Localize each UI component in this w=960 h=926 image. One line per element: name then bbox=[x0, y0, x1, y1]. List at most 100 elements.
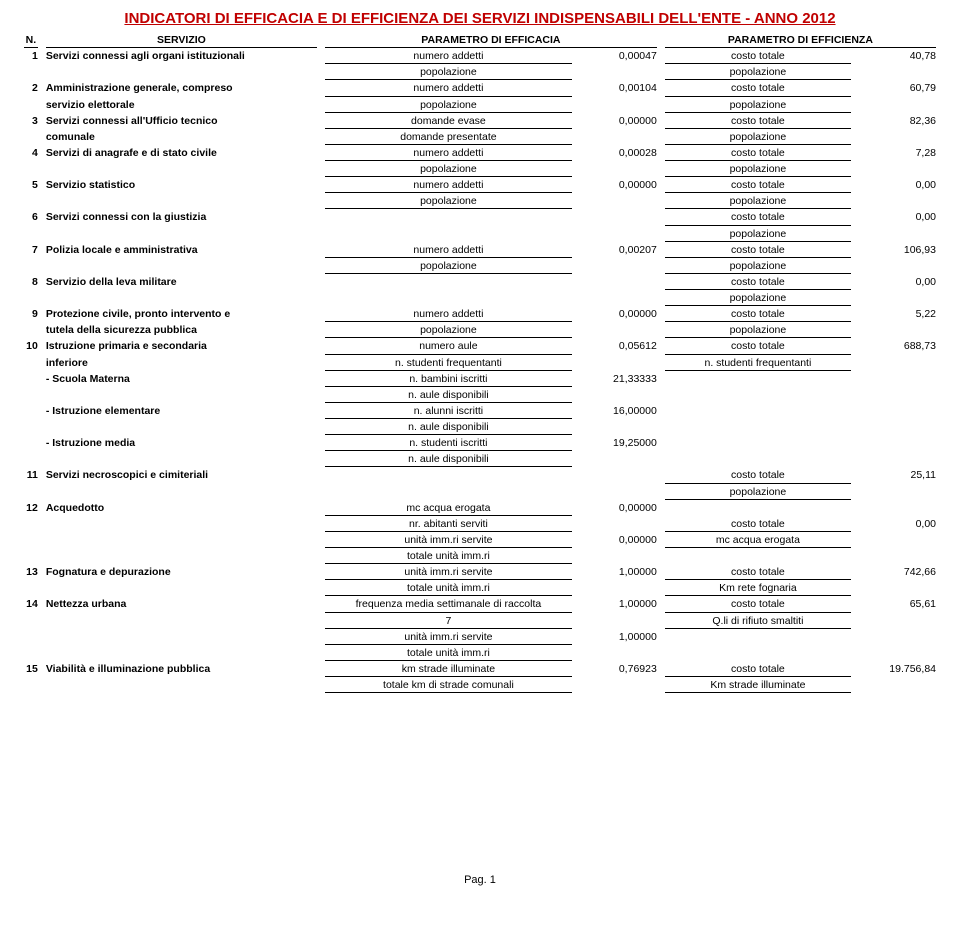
cell-n: 7 bbox=[20, 243, 42, 259]
cell-servizio: servizio elettorale bbox=[42, 98, 321, 114]
cell-n bbox=[20, 162, 42, 178]
cell-servizio: Servizio statistico bbox=[42, 178, 321, 194]
cell-n bbox=[20, 323, 42, 339]
cell-efficacia-label: n. bambini iscritti bbox=[321, 372, 576, 388]
table-row: 3Servizi connessi all'Ufficio tecnicodom… bbox=[20, 114, 940, 130]
cell-efficienza-label: popolazione bbox=[661, 291, 855, 307]
cell-efficienza-label: Q.li di rifiuto smaltiti bbox=[661, 614, 855, 630]
cell-efficacia-label: popolazione bbox=[321, 323, 576, 339]
header-n: N. bbox=[20, 33, 42, 49]
cell-efficienza-value: 7,28 bbox=[855, 146, 940, 162]
cell-efficienza-value: 688,73 bbox=[855, 339, 940, 355]
cell-n bbox=[20, 372, 42, 388]
cell-efficacia-label: totale unità imm.ri bbox=[321, 646, 576, 662]
cell-efficacia-value: 0,00000 bbox=[576, 501, 661, 517]
cell-efficienza-value bbox=[855, 323, 940, 339]
cell-efficienza-label: popolazione bbox=[661, 227, 855, 243]
cell-efficienza-value bbox=[855, 372, 940, 388]
cell-servizio: Amministrazione generale, compreso bbox=[42, 81, 321, 97]
cell-n bbox=[20, 65, 42, 81]
table-row: servizio elettoralepopolazionepopolazion… bbox=[20, 98, 940, 114]
cell-efficacia-label bbox=[321, 275, 576, 291]
cell-efficacia-label: n. studenti frequentanti bbox=[321, 356, 576, 372]
cell-efficacia-value: 19,25000 bbox=[576, 436, 661, 452]
cell-efficacia-label: numero addetti bbox=[321, 307, 576, 323]
table-row: totale km di strade comunaliKm strade il… bbox=[20, 678, 940, 694]
cell-servizio: - Istruzione elementare bbox=[42, 404, 321, 420]
cell-efficacia-value bbox=[576, 678, 661, 694]
cell-efficacia-value: 0,00000 bbox=[576, 307, 661, 323]
cell-efficacia-label bbox=[321, 227, 576, 243]
table-row: totale unità imm.ri bbox=[20, 549, 940, 565]
cell-efficacia-label: unità imm.ri servite bbox=[321, 533, 576, 549]
cell-efficacia-label bbox=[321, 485, 576, 501]
cell-efficienza-label: costo totale bbox=[661, 243, 855, 259]
cell-servizio bbox=[42, 162, 321, 178]
cell-efficienza-label: popolazione bbox=[661, 162, 855, 178]
table-row: 5Servizio statisticonumero addetti0,0000… bbox=[20, 178, 940, 194]
cell-efficienza-label bbox=[661, 420, 855, 436]
table-row: popolazione bbox=[20, 485, 940, 501]
cell-servizio bbox=[42, 65, 321, 81]
cell-efficienza-label: popolazione bbox=[661, 194, 855, 210]
cell-servizio: Nettezza urbana bbox=[42, 597, 321, 613]
cell-servizio: inferiore bbox=[42, 356, 321, 372]
cell-efficienza-value: 0,00 bbox=[855, 210, 940, 226]
cell-n: 10 bbox=[20, 339, 42, 355]
header-efficacia: PARAMETRO DI EFFICACIA bbox=[321, 33, 661, 49]
cell-efficacia-value bbox=[576, 581, 661, 597]
cell-efficacia-label: popolazione bbox=[321, 65, 576, 81]
cell-n: 3 bbox=[20, 114, 42, 130]
cell-efficienza-label: costo totale bbox=[661, 468, 855, 484]
cell-servizio bbox=[42, 194, 321, 210]
cell-n bbox=[20, 227, 42, 243]
cell-efficacia-label: totale km di strade comunali bbox=[321, 678, 576, 694]
cell-servizio bbox=[42, 420, 321, 436]
cell-efficienza-label: costo totale bbox=[661, 178, 855, 194]
table-row: 4Servizi di anagrafe e di stato civilenu… bbox=[20, 146, 940, 162]
table-row: 7Q.li di rifiuto smaltiti bbox=[20, 614, 940, 630]
table-row: nr. abitanti serviticosto totale0,00 bbox=[20, 517, 940, 533]
cell-efficacia-value: 1,00000 bbox=[576, 565, 661, 581]
cell-efficienza-label: Km rete fognaria bbox=[661, 581, 855, 597]
cell-efficacia-label: totale unità imm.ri bbox=[321, 549, 576, 565]
cell-efficienza-value: 40,78 bbox=[855, 49, 940, 65]
cell-efficienza-value bbox=[855, 549, 940, 565]
cell-efficacia-value bbox=[576, 210, 661, 226]
cell-efficienza-value bbox=[855, 65, 940, 81]
table-row: popolazione popolazione bbox=[20, 162, 940, 178]
cell-n: 4 bbox=[20, 146, 42, 162]
cell-n: 9 bbox=[20, 307, 42, 323]
cell-efficacia-value bbox=[576, 614, 661, 630]
cell-n bbox=[20, 646, 42, 662]
table-row: popolazionepopolazione bbox=[20, 65, 940, 81]
cell-efficacia-label bbox=[321, 468, 576, 484]
cell-efficacia-label bbox=[321, 291, 576, 307]
table-row: 7Polizia locale e amministrativanumero a… bbox=[20, 243, 940, 259]
cell-servizio bbox=[42, 678, 321, 694]
cell-efficienza-label: costo totale bbox=[661, 81, 855, 97]
cell-efficienza-label: mc acqua erogata bbox=[661, 533, 855, 549]
cell-servizio bbox=[42, 614, 321, 630]
cell-efficacia-value bbox=[576, 227, 661, 243]
cell-n bbox=[20, 194, 42, 210]
cell-efficienza-value bbox=[855, 436, 940, 452]
cell-n bbox=[20, 485, 42, 501]
cell-servizio: Servizi connessi agli organi istituziona… bbox=[42, 49, 321, 65]
cell-efficacia-label: numero aule bbox=[321, 339, 576, 355]
cell-efficienza-value bbox=[855, 452, 940, 468]
table-row: 9Protezione civile, pronto intervento en… bbox=[20, 307, 940, 323]
cell-efficacia-value bbox=[576, 275, 661, 291]
cell-efficienza-value: 65,61 bbox=[855, 597, 940, 613]
cell-efficienza-label bbox=[661, 452, 855, 468]
cell-efficienza-value: 0,00 bbox=[855, 517, 940, 533]
cell-efficacia-value bbox=[576, 517, 661, 533]
cell-efficacia-value: 0,00047 bbox=[576, 49, 661, 65]
cell-efficacia-label: popolazione bbox=[321, 162, 576, 178]
cell-servizio bbox=[42, 452, 321, 468]
cell-efficacia-label: popolazione bbox=[321, 98, 576, 114]
cell-efficacia-label: numero addetti bbox=[321, 146, 576, 162]
table-row: - Istruzione elementaren. alunni iscritt… bbox=[20, 404, 940, 420]
table-row: tutela della sicurezza pubblicapopolazio… bbox=[20, 323, 940, 339]
page: INDICATORI DI EFFICACIA E DI EFFICIENZA … bbox=[0, 0, 960, 926]
